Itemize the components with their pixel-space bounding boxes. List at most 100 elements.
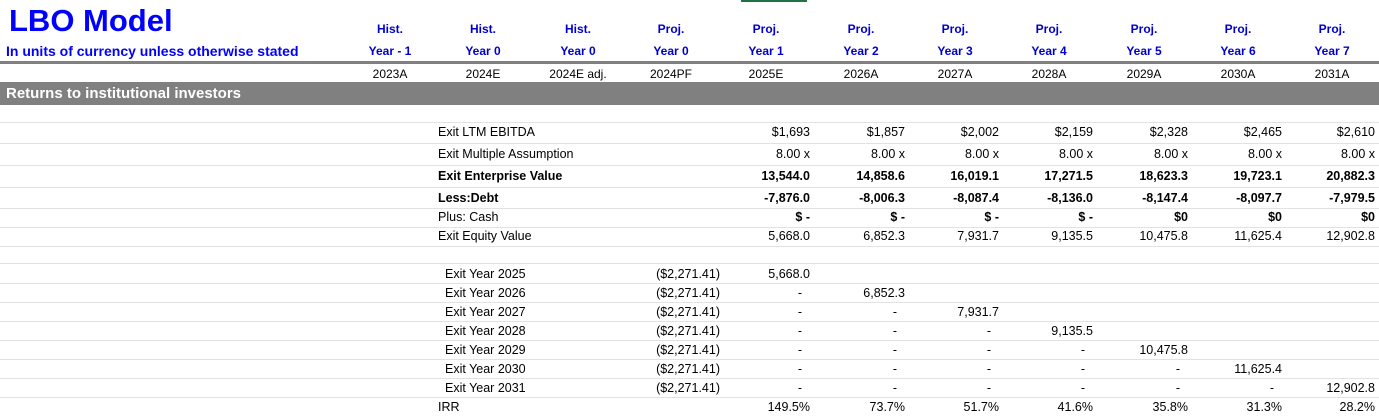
cell-exit-proceeds[interactable]: 10,475.8 [1139, 343, 1188, 357]
cell-plus-cash[interactable]: $ - [984, 210, 999, 224]
cell-initial-investment[interactable]: ($2,271.41) [656, 267, 720, 281]
cell-less-debt[interactable]: -8,087.4 [953, 191, 999, 205]
row-gridline [0, 283, 1379, 284]
row-gridline [0, 340, 1379, 341]
cell-plus-cash[interactable]: $0 [1361, 210, 1375, 224]
cell-irr[interactable]: 35.8% [1152, 400, 1188, 414]
cell-less-debt[interactable]: -8,136.0 [1047, 191, 1093, 205]
cell-exit-proceeds[interactable]: - [892, 381, 897, 395]
cell-exit-ev[interactable]: 17,271.5 [1044, 169, 1093, 183]
cell-exit-equity[interactable]: 5,668.0 [768, 229, 810, 243]
cell-plus-cash[interactable]: $ - [795, 210, 810, 224]
cell-irr[interactable]: 41.6% [1057, 400, 1093, 414]
column-year-label: 2029A [1126, 67, 1162, 81]
cell-exit-proceeds[interactable]: - [892, 343, 897, 357]
cell-exit-multiple[interactable]: 8.00 x [1247, 147, 1282, 161]
cell-initial-investment[interactable]: ($2,271.41) [656, 343, 720, 357]
cell-exit-proceeds[interactable]: - [797, 362, 802, 376]
row-gridline [0, 143, 1379, 144]
cell-exit-multiple[interactable]: 8.00 x [964, 147, 999, 161]
cell-exit-ltm-ebitda[interactable]: $2,002 [960, 125, 999, 139]
column-type-label: Hist. [564, 22, 591, 36]
cell-initial-investment[interactable]: ($2,271.41) [656, 286, 720, 300]
row-label-exit-ev: Exit Enterprise Value [438, 169, 563, 183]
cell-irr[interactable]: 28.2% [1339, 400, 1375, 414]
cell-irr[interactable]: 73.7% [869, 400, 905, 414]
cell-plus-cash[interactable]: $ - [890, 210, 905, 224]
cell-exit-proceeds[interactable]: - [892, 362, 897, 376]
cell-exit-equity[interactable]: 11,625.4 [1234, 229, 1282, 243]
cell-exit-proceeds[interactable]: - [1080, 381, 1085, 395]
cell-plus-cash[interactable]: $0 [1174, 210, 1188, 224]
cell-exit-proceeds[interactable]: - [892, 324, 897, 338]
cell-irr[interactable]: 31.3% [1246, 400, 1282, 414]
exit-year-label: Exit Year 2026 [445, 286, 526, 300]
cell-exit-ev[interactable]: 16,019.1 [950, 169, 999, 183]
cell-exit-multiple[interactable]: 8.00 x [870, 147, 905, 161]
cell-less-debt[interactable]: -8,006.3 [859, 191, 905, 205]
cell-exit-proceeds[interactable]: 7,931.7 [957, 305, 999, 319]
cell-exit-ev[interactable]: 20,882.3 [1326, 169, 1375, 183]
cell-initial-investment[interactable]: ($2,271.41) [656, 362, 720, 376]
cell-exit-proceeds[interactable]: 9,135.5 [1051, 324, 1093, 338]
cell-less-debt[interactable]: -7,979.5 [1329, 191, 1375, 205]
cell-plus-cash[interactable]: $ - [1078, 210, 1093, 224]
cell-exit-ev[interactable]: 19,723.1 [1233, 169, 1282, 183]
cell-irr[interactable]: 51.7% [963, 400, 999, 414]
cell-exit-equity[interactable]: 9,135.5 [1051, 229, 1093, 243]
cell-exit-proceeds[interactable]: 6,852.3 [863, 286, 905, 300]
cell-initial-investment[interactable]: ($2,271.41) [656, 305, 720, 319]
cell-exit-proceeds[interactable]: 12,902.8 [1326, 381, 1375, 395]
cell-exit-multiple[interactable]: 8.00 x [1340, 147, 1375, 161]
cell-exit-equity[interactable]: 12,902.8 [1326, 229, 1375, 243]
cell-exit-ev[interactable]: 14,858.6 [856, 169, 905, 183]
header-rule [0, 61, 1379, 64]
cell-exit-proceeds[interactable]: - [986, 381, 991, 395]
cell-exit-ltm-ebitda[interactable]: $2,328 [1149, 125, 1188, 139]
cell-exit-proceeds[interactable]: 5,668.0 [768, 267, 810, 281]
cell-exit-ltm-ebitda[interactable]: $2,465 [1243, 125, 1282, 139]
cell-exit-multiple[interactable]: 8.00 x [775, 147, 810, 161]
cell-less-debt[interactable]: -7,876.0 [764, 191, 810, 205]
cell-exit-ltm-ebitda[interactable]: $1,693 [771, 125, 810, 139]
cell-exit-ltm-ebitda[interactable]: $2,610 [1336, 125, 1375, 139]
cell-initial-investment[interactable]: ($2,271.41) [656, 381, 720, 395]
cell-exit-ltm-ebitda[interactable]: $2,159 [1054, 125, 1093, 139]
cell-exit-ev[interactable]: 18,623.3 [1139, 169, 1188, 183]
cell-exit-proceeds[interactable]: 11,625.4 [1234, 362, 1282, 376]
cell-exit-proceeds[interactable]: - [1080, 362, 1085, 376]
cell-exit-proceeds[interactable]: - [1080, 343, 1085, 357]
cell-exit-proceeds[interactable]: - [797, 305, 802, 319]
column-period-label: Year 5 [1126, 44, 1162, 58]
cell-less-debt[interactable]: -8,147.4 [1142, 191, 1188, 205]
cell-exit-proceeds[interactable]: - [797, 324, 802, 338]
cell-exit-proceeds[interactable]: - [986, 362, 991, 376]
cell-exit-proceeds[interactable]: - [1175, 381, 1180, 395]
cell-exit-proceeds[interactable]: - [892, 305, 897, 319]
cell-plus-cash[interactable]: $0 [1268, 210, 1282, 224]
cell-exit-multiple[interactable]: 8.00 x [1058, 147, 1093, 161]
cell-exit-proceeds[interactable]: - [797, 343, 802, 357]
row-gridline [0, 122, 1379, 123]
cell-less-debt[interactable]: -8,097.7 [1236, 191, 1282, 205]
row-label-less-debt: Less:Debt [438, 191, 499, 205]
row-gridline [0, 321, 1379, 322]
cell-exit-proceeds[interactable]: - [797, 286, 802, 300]
cell-exit-proceeds[interactable]: - [986, 324, 991, 338]
cell-exit-proceeds[interactable]: - [986, 343, 991, 357]
cell-exit-ltm-ebitda[interactable]: $1,857 [866, 125, 905, 139]
cell-exit-proceeds[interactable]: - [797, 381, 802, 395]
cell-initial-investment[interactable]: ($2,271.41) [656, 324, 720, 338]
cell-exit-equity[interactable]: 6,852.3 [863, 229, 905, 243]
cell-exit-equity[interactable]: 10,475.8 [1139, 229, 1188, 243]
column-year-label: 2023A [372, 67, 408, 81]
column-type-label: Proj. [847, 22, 875, 36]
cell-exit-ev[interactable]: 13,544.0 [761, 169, 810, 183]
cell-exit-proceeds[interactable]: - [1175, 362, 1180, 376]
cell-exit-equity[interactable]: 7,931.7 [957, 229, 999, 243]
column-type-label: Proj. [1035, 22, 1063, 36]
column-year-label: 2025E [748, 67, 784, 81]
cell-exit-proceeds[interactable]: - [1269, 381, 1274, 395]
cell-irr[interactable]: 149.5% [767, 400, 810, 414]
cell-exit-multiple[interactable]: 8.00 x [1153, 147, 1188, 161]
